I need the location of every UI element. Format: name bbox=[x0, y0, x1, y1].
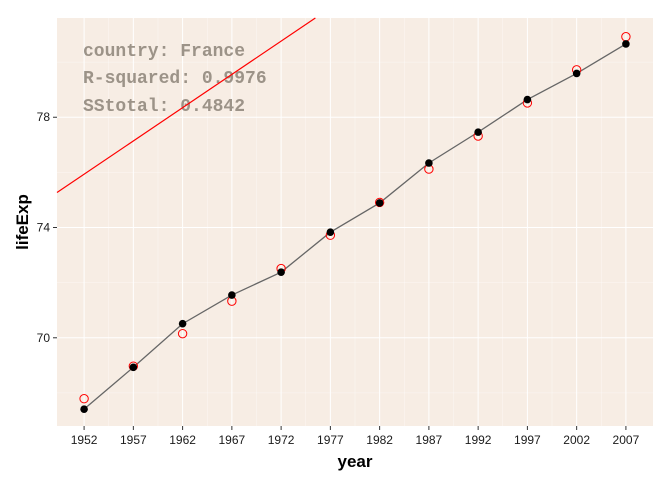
data-line bbox=[83, 43, 627, 410]
x-tick-label: 1957 bbox=[120, 433, 147, 447]
x-tick-label: 2007 bbox=[613, 433, 640, 447]
fitted-point bbox=[177, 328, 188, 339]
x-tick-label: 2002 bbox=[563, 433, 590, 447]
points-group bbox=[79, 32, 631, 413]
data-line-group bbox=[83, 43, 627, 410]
fit-line-group bbox=[56, 17, 316, 194]
data-point bbox=[129, 363, 138, 372]
annotation-r-squared: R-squared: 0.9976 bbox=[83, 69, 267, 89]
x-tick-label: 1962 bbox=[169, 433, 196, 447]
data-point bbox=[523, 95, 532, 104]
annotations: country: France R-squared: 0.9976 SStota… bbox=[83, 42, 267, 117]
y-tick-label: 70 bbox=[37, 331, 51, 345]
y-axis: 70 74 78 bbox=[37, 110, 57, 345]
data-point bbox=[326, 228, 335, 236]
fit-line bbox=[56, 17, 316, 194]
data-point bbox=[474, 128, 482, 136]
x-tick-label: 1952 bbox=[71, 433, 98, 447]
y-tick-label: 78 bbox=[37, 110, 51, 124]
annotation-sstotal: SStotal: 0.4842 bbox=[83, 97, 245, 117]
x-tick-label: 1972 bbox=[268, 433, 295, 447]
data-point bbox=[622, 40, 630, 48]
x-axis-title: year bbox=[338, 452, 373, 471]
data-point bbox=[277, 268, 285, 276]
x-axis: 1952 1957 1962 1967 1972 1977 1982 1987 1992 1997… bbox=[71, 426, 640, 447]
x-tick-label: 1967 bbox=[219, 433, 246, 447]
x-tick-label: 1982 bbox=[366, 433, 393, 447]
x-tick-label: 1987 bbox=[416, 433, 443, 447]
data-point bbox=[572, 69, 581, 78]
y-axis-title: lifeExp bbox=[13, 194, 32, 250]
x-tick-label: 1977 bbox=[317, 433, 344, 447]
annotation-country: country: France bbox=[83, 42, 245, 62]
data-point bbox=[425, 159, 433, 167]
data-point bbox=[375, 199, 384, 207]
x-tick-label: 1997 bbox=[514, 433, 541, 447]
x-tick-label: 1992 bbox=[465, 433, 492, 447]
data-point bbox=[80, 405, 88, 413]
fitted-point bbox=[79, 394, 89, 404]
data-point bbox=[228, 291, 236, 299]
grid bbox=[57, 18, 653, 426]
y-tick-label: 74 bbox=[37, 221, 51, 235]
data-point bbox=[178, 319, 187, 328]
